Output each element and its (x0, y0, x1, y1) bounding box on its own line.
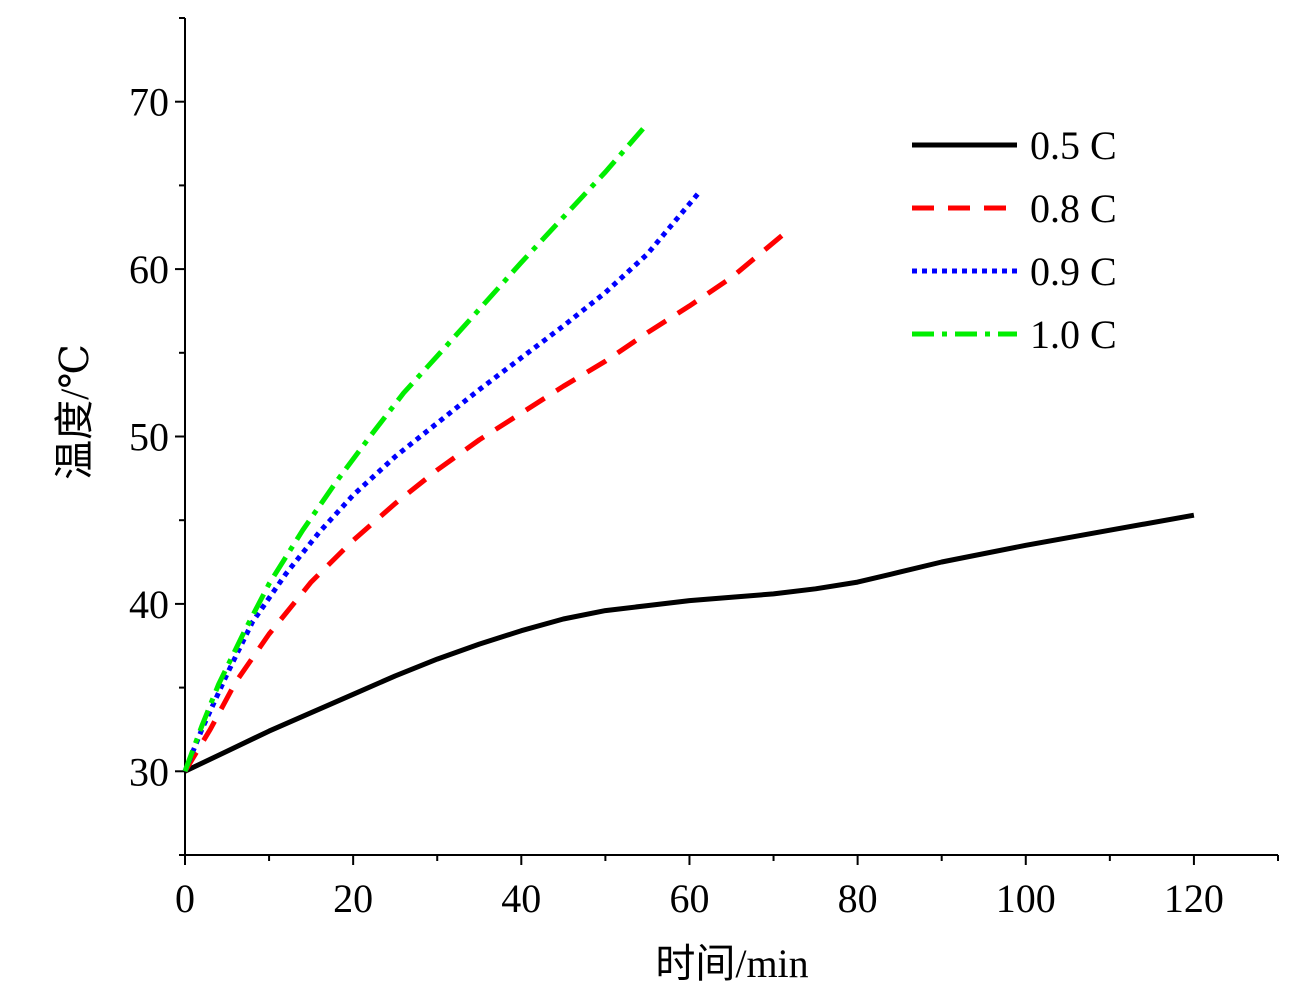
x-axis-title: 时间/min (655, 941, 808, 986)
x-tick-label: 40 (501, 876, 541, 921)
y-axis-title: 温度/℃ (52, 344, 97, 480)
y-tick-label: 30 (129, 749, 169, 794)
x-tick-label: 100 (996, 876, 1056, 921)
series-line (183, 512, 1195, 774)
series-layer (182, 126, 1195, 774)
x-tick-label: 0 (175, 876, 195, 921)
axes: 0 20 40 60 80 100 120 30 40 50 60 70 (129, 17, 1279, 921)
x-tick-label: 60 (669, 876, 709, 921)
legend-label: 0.5 C (1030, 123, 1117, 168)
x-tick-label: 80 (838, 876, 878, 921)
legend-label: 0.9 C (1030, 249, 1117, 294)
series-line (182, 126, 646, 773)
legend: 0.5 C 0.8 C 0.9 C 1.0 C (912, 123, 1117, 357)
y-tick-label: 60 (129, 247, 169, 292)
y-tick-label: 70 (129, 80, 169, 125)
series-line (182, 233, 784, 773)
x-tick-label: 20 (333, 876, 373, 921)
legend-label: 0.8 C (1030, 186, 1117, 231)
y-tick-label: 50 (129, 415, 169, 460)
legend-label: 1.0 C (1030, 312, 1117, 357)
series-line (182, 192, 700, 773)
y-tick-label: 40 (129, 582, 169, 627)
x-tick-label: 120 (1164, 876, 1224, 921)
